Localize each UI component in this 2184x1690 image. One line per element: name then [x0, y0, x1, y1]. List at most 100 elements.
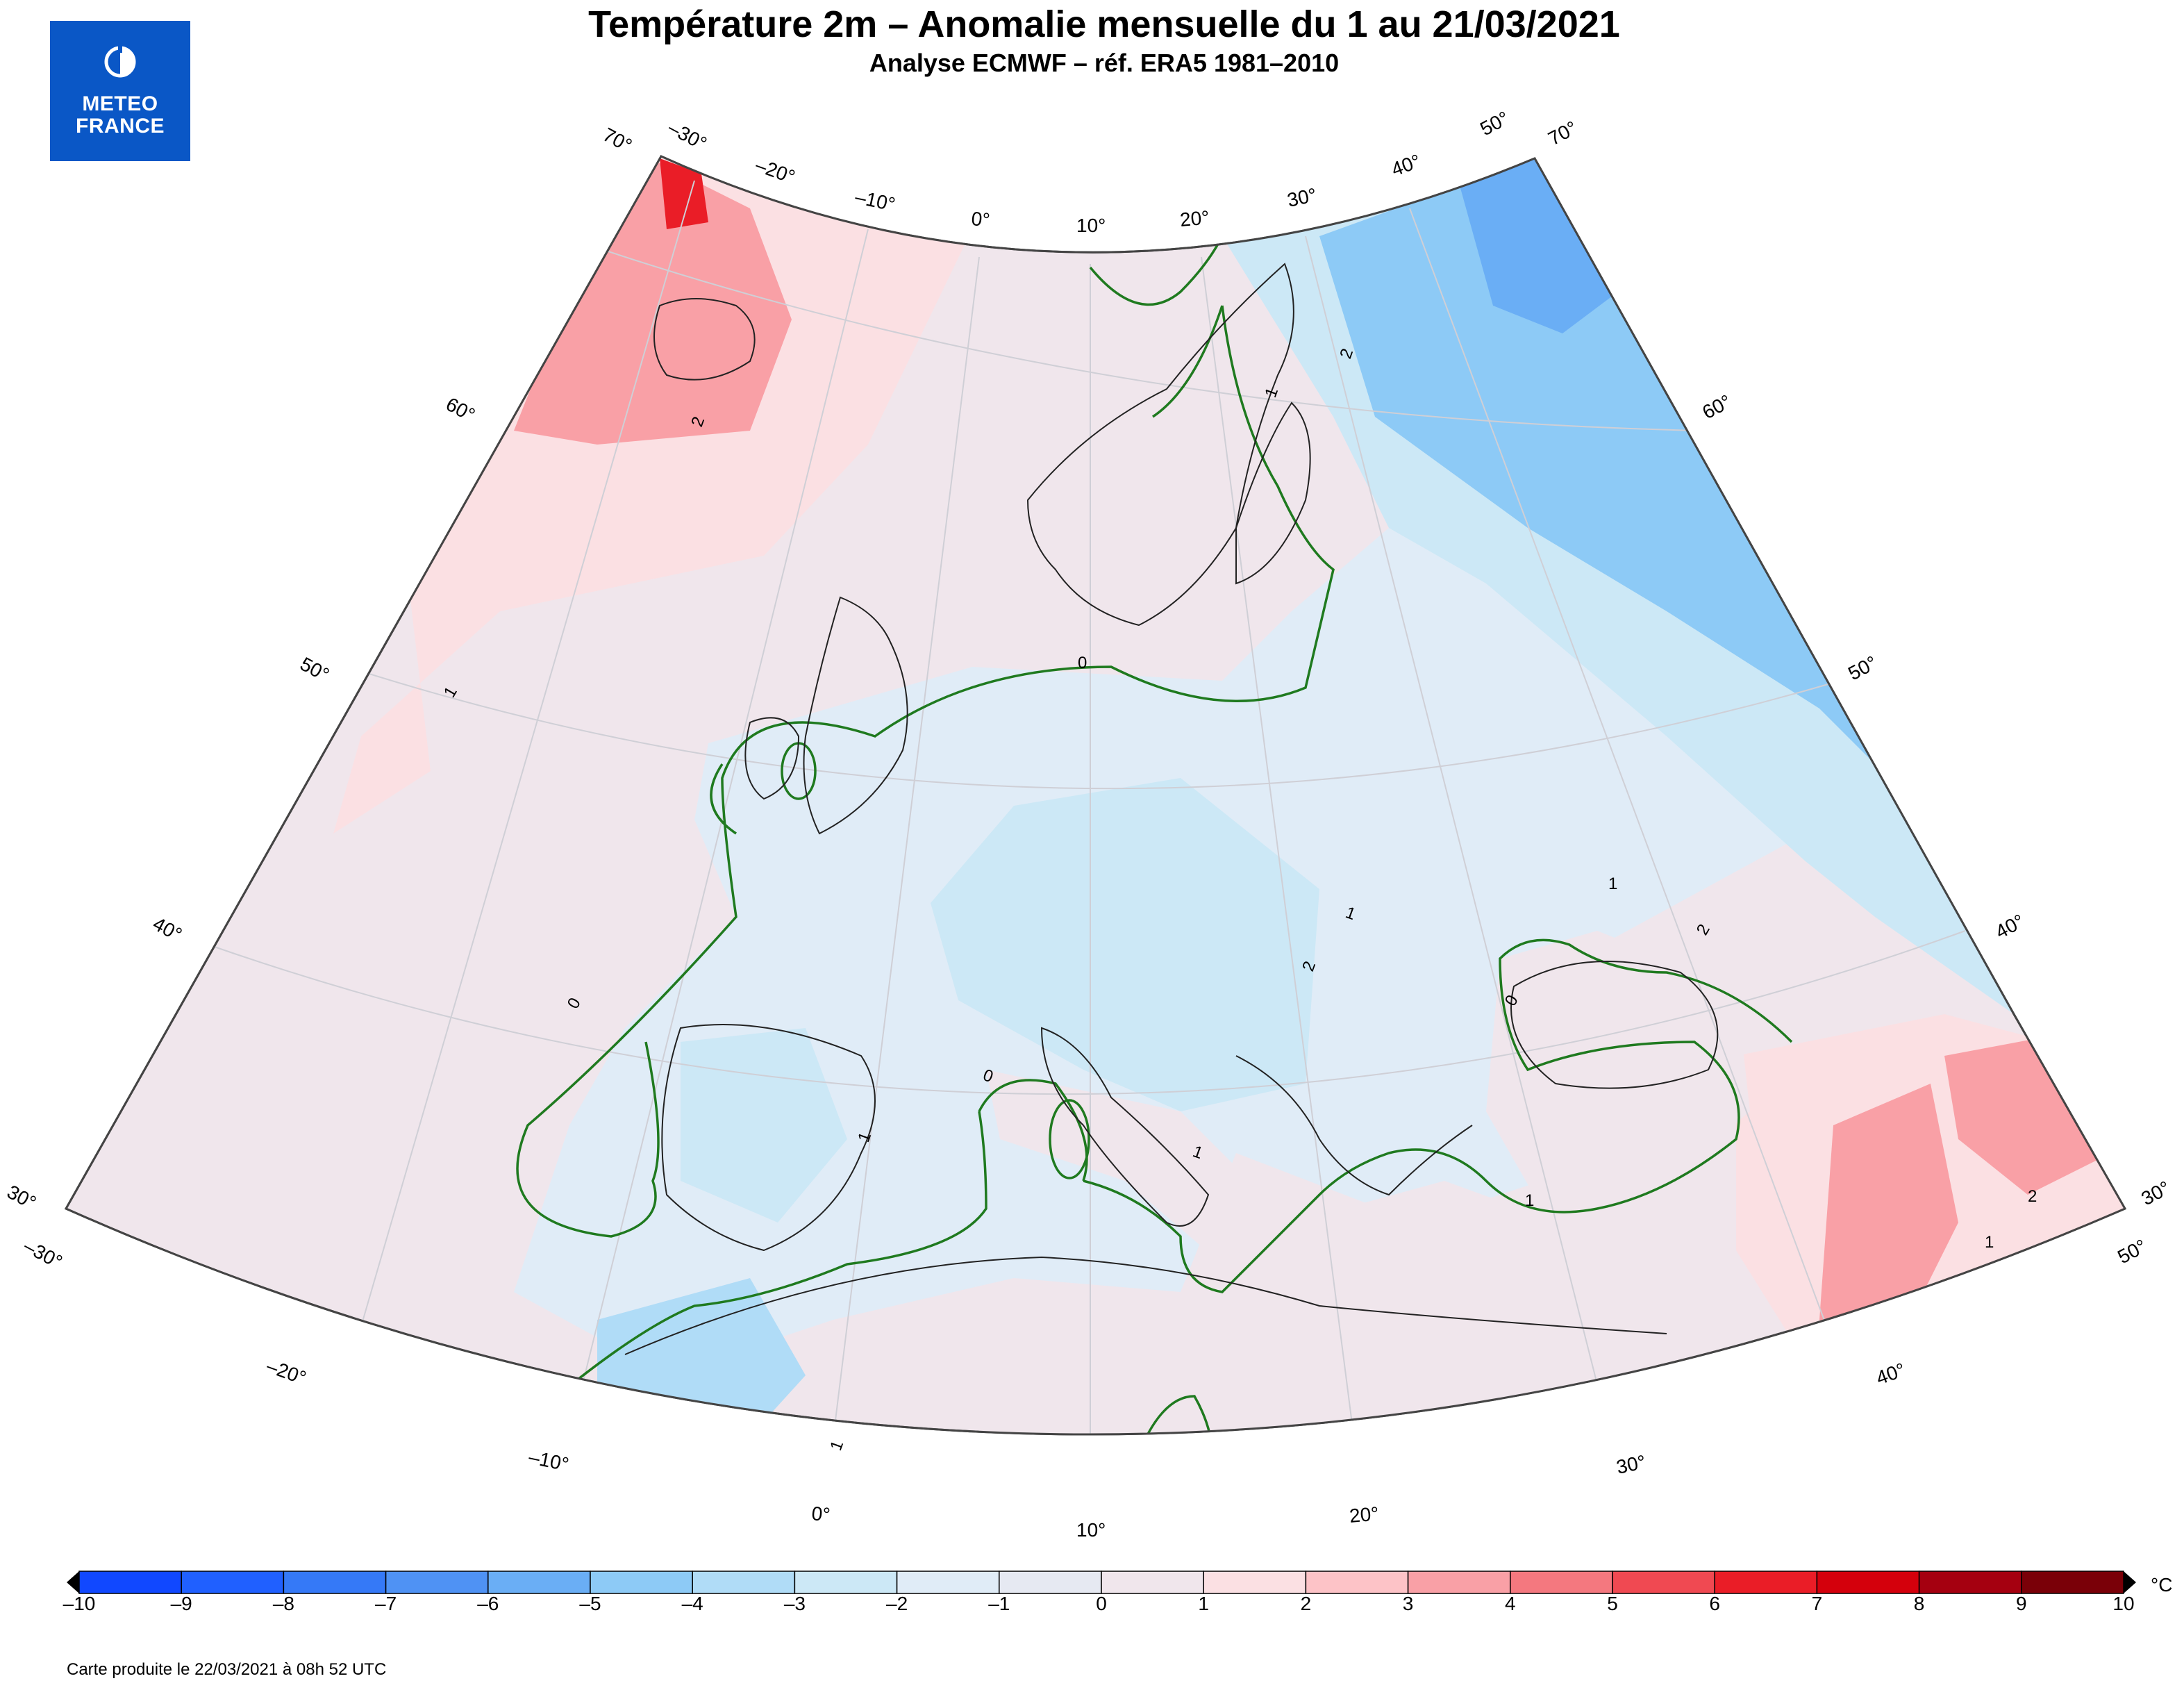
iberia-coast — [661, 1024, 876, 1252]
north-africa-coast — [624, 1256, 1667, 1355]
colorbar-tick-label: 3 — [1402, 1593, 1414, 1614]
contour-label: 1 — [1985, 1233, 1994, 1252]
colorbar-cell — [78, 1571, 182, 1594]
gulf-of-bothnia-coast — [1235, 401, 1311, 585]
colorbar-cell — [1407, 1571, 1511, 1594]
colorbar-cell — [385, 1571, 489, 1594]
warm-anomaly-iceland — [514, 156, 792, 445]
logo-line-1: METEO — [82, 92, 158, 115]
production-credit: Carte produite le 22/03/2021 à 08h 52 UT… — [67, 1660, 387, 1679]
colorbar-tick-label: –5 — [579, 1593, 601, 1614]
warm-anomaly-greenland-core — [660, 158, 708, 229]
lon-label-top-40: 40° — [1388, 150, 1423, 181]
lat-label-left-40: 40° — [149, 913, 185, 945]
lon-label-top-minus20: –20° — [753, 154, 798, 188]
colorbar-tick-label: –1 — [988, 1593, 1010, 1614]
lat-label-left-30: 30° — [3, 1181, 40, 1213]
colorbar-tick-label: –10 — [62, 1593, 96, 1614]
colorbar-cell — [999, 1571, 1102, 1594]
colorbar-cell — [692, 1571, 796, 1594]
lon-label-bottom-minus20: –20° — [264, 1355, 309, 1389]
colorbar-tick-label: –3 — [783, 1593, 806, 1614]
colorbar-cell — [1816, 1571, 1920, 1594]
meteo-france-emblem-icon — [104, 44, 136, 78]
cool-anomaly-russia-core — [1458, 158, 1618, 333]
lat-label-left-50: 50° — [297, 653, 333, 686]
colorbar-cell — [1305, 1571, 1409, 1594]
cool-anomaly-central-europe-2 — [931, 778, 1319, 1111]
zero-contour-lines — [499, 235, 1793, 1434]
lon-label-bottom-10: 10° — [1076, 1519, 1106, 1541]
colorbar-tick-label: 9 — [2016, 1593, 2027, 1614]
colorbar-right-arrow — [2124, 1571, 2136, 1593]
colorbar-tick-label: 1 — [1198, 1593, 1209, 1614]
graticule — [208, 180, 1966, 1434]
scandinavia-coast — [1026, 263, 1294, 627]
lat-label-right-30: 30° — [2137, 1177, 2174, 1209]
ireland-coast — [744, 717, 800, 800]
cool-anomaly-iberia — [681, 1028, 847, 1223]
contour-label: 0 — [1078, 654, 1087, 672]
contour-label: 2 — [2028, 1187, 2037, 1206]
colorbar-tick-label: 0 — [1096, 1593, 1107, 1614]
colorbar-cell — [1612, 1571, 1715, 1594]
lat-label-left-60: 60° — [442, 393, 478, 426]
cool-anomaly-russia-2 — [1319, 158, 1944, 834]
lon-label-top-minus10: –10° — [853, 186, 897, 215]
lon-label-top-10: 10° — [1076, 215, 1106, 236]
iceland-coast — [653, 298, 756, 381]
colorbar-cell — [896, 1571, 1000, 1594]
logo-line-2: FRANCE — [76, 115, 165, 138]
colorbar-tick-label: –8 — [272, 1593, 294, 1614]
colorbar-cell — [1510, 1571, 1613, 1594]
colorbar — [67, 1571, 2136, 1594]
lon-label-bottom-20: 20° — [1349, 1502, 1380, 1527]
contour-label: 1 — [826, 1438, 847, 1453]
colorbar-tick-label: 6 — [1709, 1593, 1720, 1614]
colorbar-cell — [590, 1571, 693, 1594]
lon-label-bottom-30: 30° — [1615, 1451, 1648, 1478]
colorbar-tick-label: 8 — [1913, 1593, 1925, 1614]
colorbar-cell — [1918, 1571, 2022, 1594]
italy-coast — [1040, 1027, 1210, 1227]
warm-anomaly-middle-east-core — [1819, 1084, 1958, 1361]
lon-label-top-0: 0° — [970, 208, 990, 231]
lon-label-top-20: 20° — [1179, 206, 1210, 231]
lon-label-bottom-40: 40° — [1873, 1359, 1908, 1389]
colorbar-tick-label: 10 — [2112, 1593, 2135, 1614]
lon-label-top-50: 50° — [1476, 107, 1512, 140]
lon-label-bottom-50: 50° — [2114, 1235, 2150, 1268]
colorbar-tick-label: 7 — [1811, 1593, 1823, 1614]
lat-label-right-40: 40° — [1992, 910, 2028, 943]
contour-label: 1 — [1608, 875, 1617, 893]
coastlines — [624, 263, 1719, 1355]
colorbar-tick-label: 5 — [1607, 1593, 1618, 1614]
black-sea-coast — [1510, 961, 1719, 1089]
lon-label-bottom-minus10: –10° — [527, 1446, 571, 1475]
british-isles-coast — [803, 596, 908, 835]
colorbar-tick-label: 2 — [1300, 1593, 1312, 1614]
lat-label-right-70: 70° — [1544, 117, 1581, 149]
map-subtitle: Analyse ECMWF – réf. ERA5 1981–2010 — [869, 49, 1340, 77]
colorbar-cell — [794, 1571, 898, 1594]
colorbar-cell — [1101, 1571, 1204, 1594]
colorbar-cell — [2021, 1571, 2124, 1594]
contour-label: 1 — [1525, 1191, 1534, 1210]
colorbar-tick-label: –9 — [170, 1593, 192, 1614]
lat-label-right-50: 50° — [1844, 652, 1881, 684]
balkans-coast — [1235, 1055, 1473, 1196]
colorbar-cell — [1203, 1571, 1307, 1594]
map-frame — [64, 155, 2127, 1436]
map-title: Température 2m – Anomalie mensuelle du 1… — [588, 3, 1620, 45]
colorbar-tick-label: –4 — [681, 1593, 703, 1614]
neutral-black-sea — [1486, 931, 1750, 1209]
colorbar-tick-label: –2 — [886, 1593, 908, 1614]
lon-label-bottom-minus30: –30° — [20, 1235, 66, 1273]
lat-label-right-60: 60° — [1699, 390, 1735, 423]
colorbar-left-arrow — [67, 1571, 79, 1593]
colorbar-unit: °C — [2151, 1574, 2173, 1596]
colorbar-cell — [181, 1571, 285, 1594]
lon-label-top-minus30: –30° — [665, 117, 710, 155]
lon-label-bottom-0: 0° — [810, 1502, 831, 1525]
colorbar-tick-label: –7 — [375, 1593, 397, 1614]
